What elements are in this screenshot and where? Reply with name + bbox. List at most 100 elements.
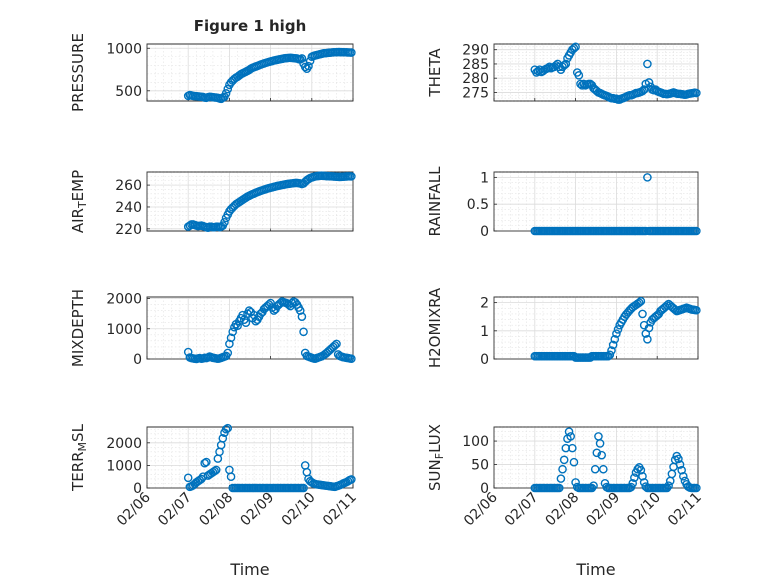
y-label-part: SUN <box>426 459 444 491</box>
data-point <box>556 474 566 483</box>
x-tick-label: 02/08 <box>196 490 236 530</box>
y-tick-label: 0 <box>133 352 142 368</box>
subplot-h2omixra: 0 1 2 H2OMIXRA <box>426 287 701 368</box>
x-tick-label: 02/09 <box>583 490 623 530</box>
y-tick-label: 500 <box>115 84 142 100</box>
data-point <box>692 226 701 236</box>
x-tick-label: 02/11 <box>320 490 360 530</box>
data-point <box>613 325 623 334</box>
data-point <box>636 296 646 306</box>
axes-box-mixdepth <box>146 296 354 360</box>
data-point <box>218 433 228 443</box>
y-tick-label: 1000 <box>106 41 142 57</box>
axes-frame <box>146 171 354 232</box>
x-tick-label: 02/09 <box>238 490 278 530</box>
y-tick-label: 50 <box>471 458 489 474</box>
axes-frame <box>146 43 354 102</box>
data-point <box>692 305 701 315</box>
data-point <box>561 59 571 69</box>
y-axis-label: THETA <box>426 48 444 98</box>
data-point <box>692 483 701 493</box>
data-point <box>183 473 193 483</box>
y-tick-label: 2000 <box>106 292 142 308</box>
y-label-subscript: F <box>433 453 446 459</box>
data-point <box>238 310 247 320</box>
data-point <box>612 329 621 338</box>
data-point <box>608 340 618 350</box>
data-point <box>610 334 620 344</box>
x-tick-label: 02/10 <box>279 490 319 530</box>
figure-title: Figure 1 high <box>194 17 307 35</box>
data-point <box>595 439 605 448</box>
series-rainfall <box>530 173 701 236</box>
y-tick-label: 1 <box>480 324 489 340</box>
y-tick-label: 0 <box>480 224 489 240</box>
data-point <box>569 457 579 467</box>
data-point <box>287 298 297 308</box>
series-mixdepth <box>183 297 356 364</box>
data-point <box>628 479 638 488</box>
data-point <box>587 483 597 493</box>
data-point <box>644 78 654 87</box>
y-axis-label: MIXDEPTH <box>69 289 87 367</box>
y-tick-label: 0 <box>133 481 142 497</box>
y-tick-label: 260 <box>115 178 142 194</box>
y-axis-label: RAINFALL <box>426 166 444 237</box>
y-tick-label: 0 <box>480 352 489 368</box>
y-label-part: TERR <box>69 451 87 492</box>
data-point <box>675 460 685 469</box>
data-point <box>605 350 615 360</box>
data-point <box>202 457 211 467</box>
y-label-part: MIXDEPTH <box>69 289 87 367</box>
data-point <box>228 327 237 337</box>
y-tick-label: 0 <box>480 481 489 497</box>
y-tick-label: 240 <box>115 200 142 216</box>
data-point <box>559 61 569 70</box>
data-point <box>597 450 607 460</box>
x-axis-label: Time <box>575 560 615 579</box>
y-tick-label: 1000 <box>106 322 142 338</box>
y-label-part: PRESSURE <box>69 33 87 112</box>
y-tick-label: 290 <box>462 43 489 59</box>
y-axis-label: TERRMSL <box>69 423 89 492</box>
data-point <box>643 59 652 69</box>
y-label-part: AIR <box>69 208 87 233</box>
data-point <box>211 465 221 475</box>
x-axis-label: Time <box>229 560 269 579</box>
series-sun-flux <box>530 427 701 493</box>
data-point <box>599 464 608 474</box>
series-h2omixra <box>530 296 701 362</box>
data-point <box>233 321 242 331</box>
data-point <box>574 71 584 80</box>
data-point <box>571 42 580 52</box>
data-point <box>200 458 209 468</box>
axes-box-air-temp <box>146 171 354 232</box>
data-point <box>559 455 569 465</box>
y-tick-label: 1000 <box>106 458 142 474</box>
data-point <box>638 309 647 319</box>
data-point <box>643 334 652 344</box>
y-tick-label: 100 <box>462 434 489 450</box>
data-point <box>568 443 577 453</box>
y-label-subscript: M <box>76 442 89 452</box>
data-point <box>589 481 598 490</box>
data-point <box>607 346 616 355</box>
data-point <box>304 61 313 71</box>
data-point <box>692 88 701 98</box>
data-point <box>299 327 308 337</box>
data-point <box>564 427 574 436</box>
data-point <box>347 354 356 363</box>
series-air-temp <box>183 171 356 233</box>
data-point <box>223 348 233 358</box>
y-tick-label: 285 <box>462 57 489 73</box>
y-label-part: EMP <box>69 170 87 201</box>
series-pressure <box>183 47 356 104</box>
x-tick-label: 02/10 <box>624 490 664 530</box>
y-tick-label: 280 <box>462 71 489 87</box>
subplot-mixdepth: 0 1000 2000 MIXDEPTH <box>69 289 356 368</box>
subplot-pressure: 500 1000 Figure 1 high PRESSURE <box>69 17 356 112</box>
data-point <box>347 475 356 484</box>
data-point <box>220 217 229 227</box>
